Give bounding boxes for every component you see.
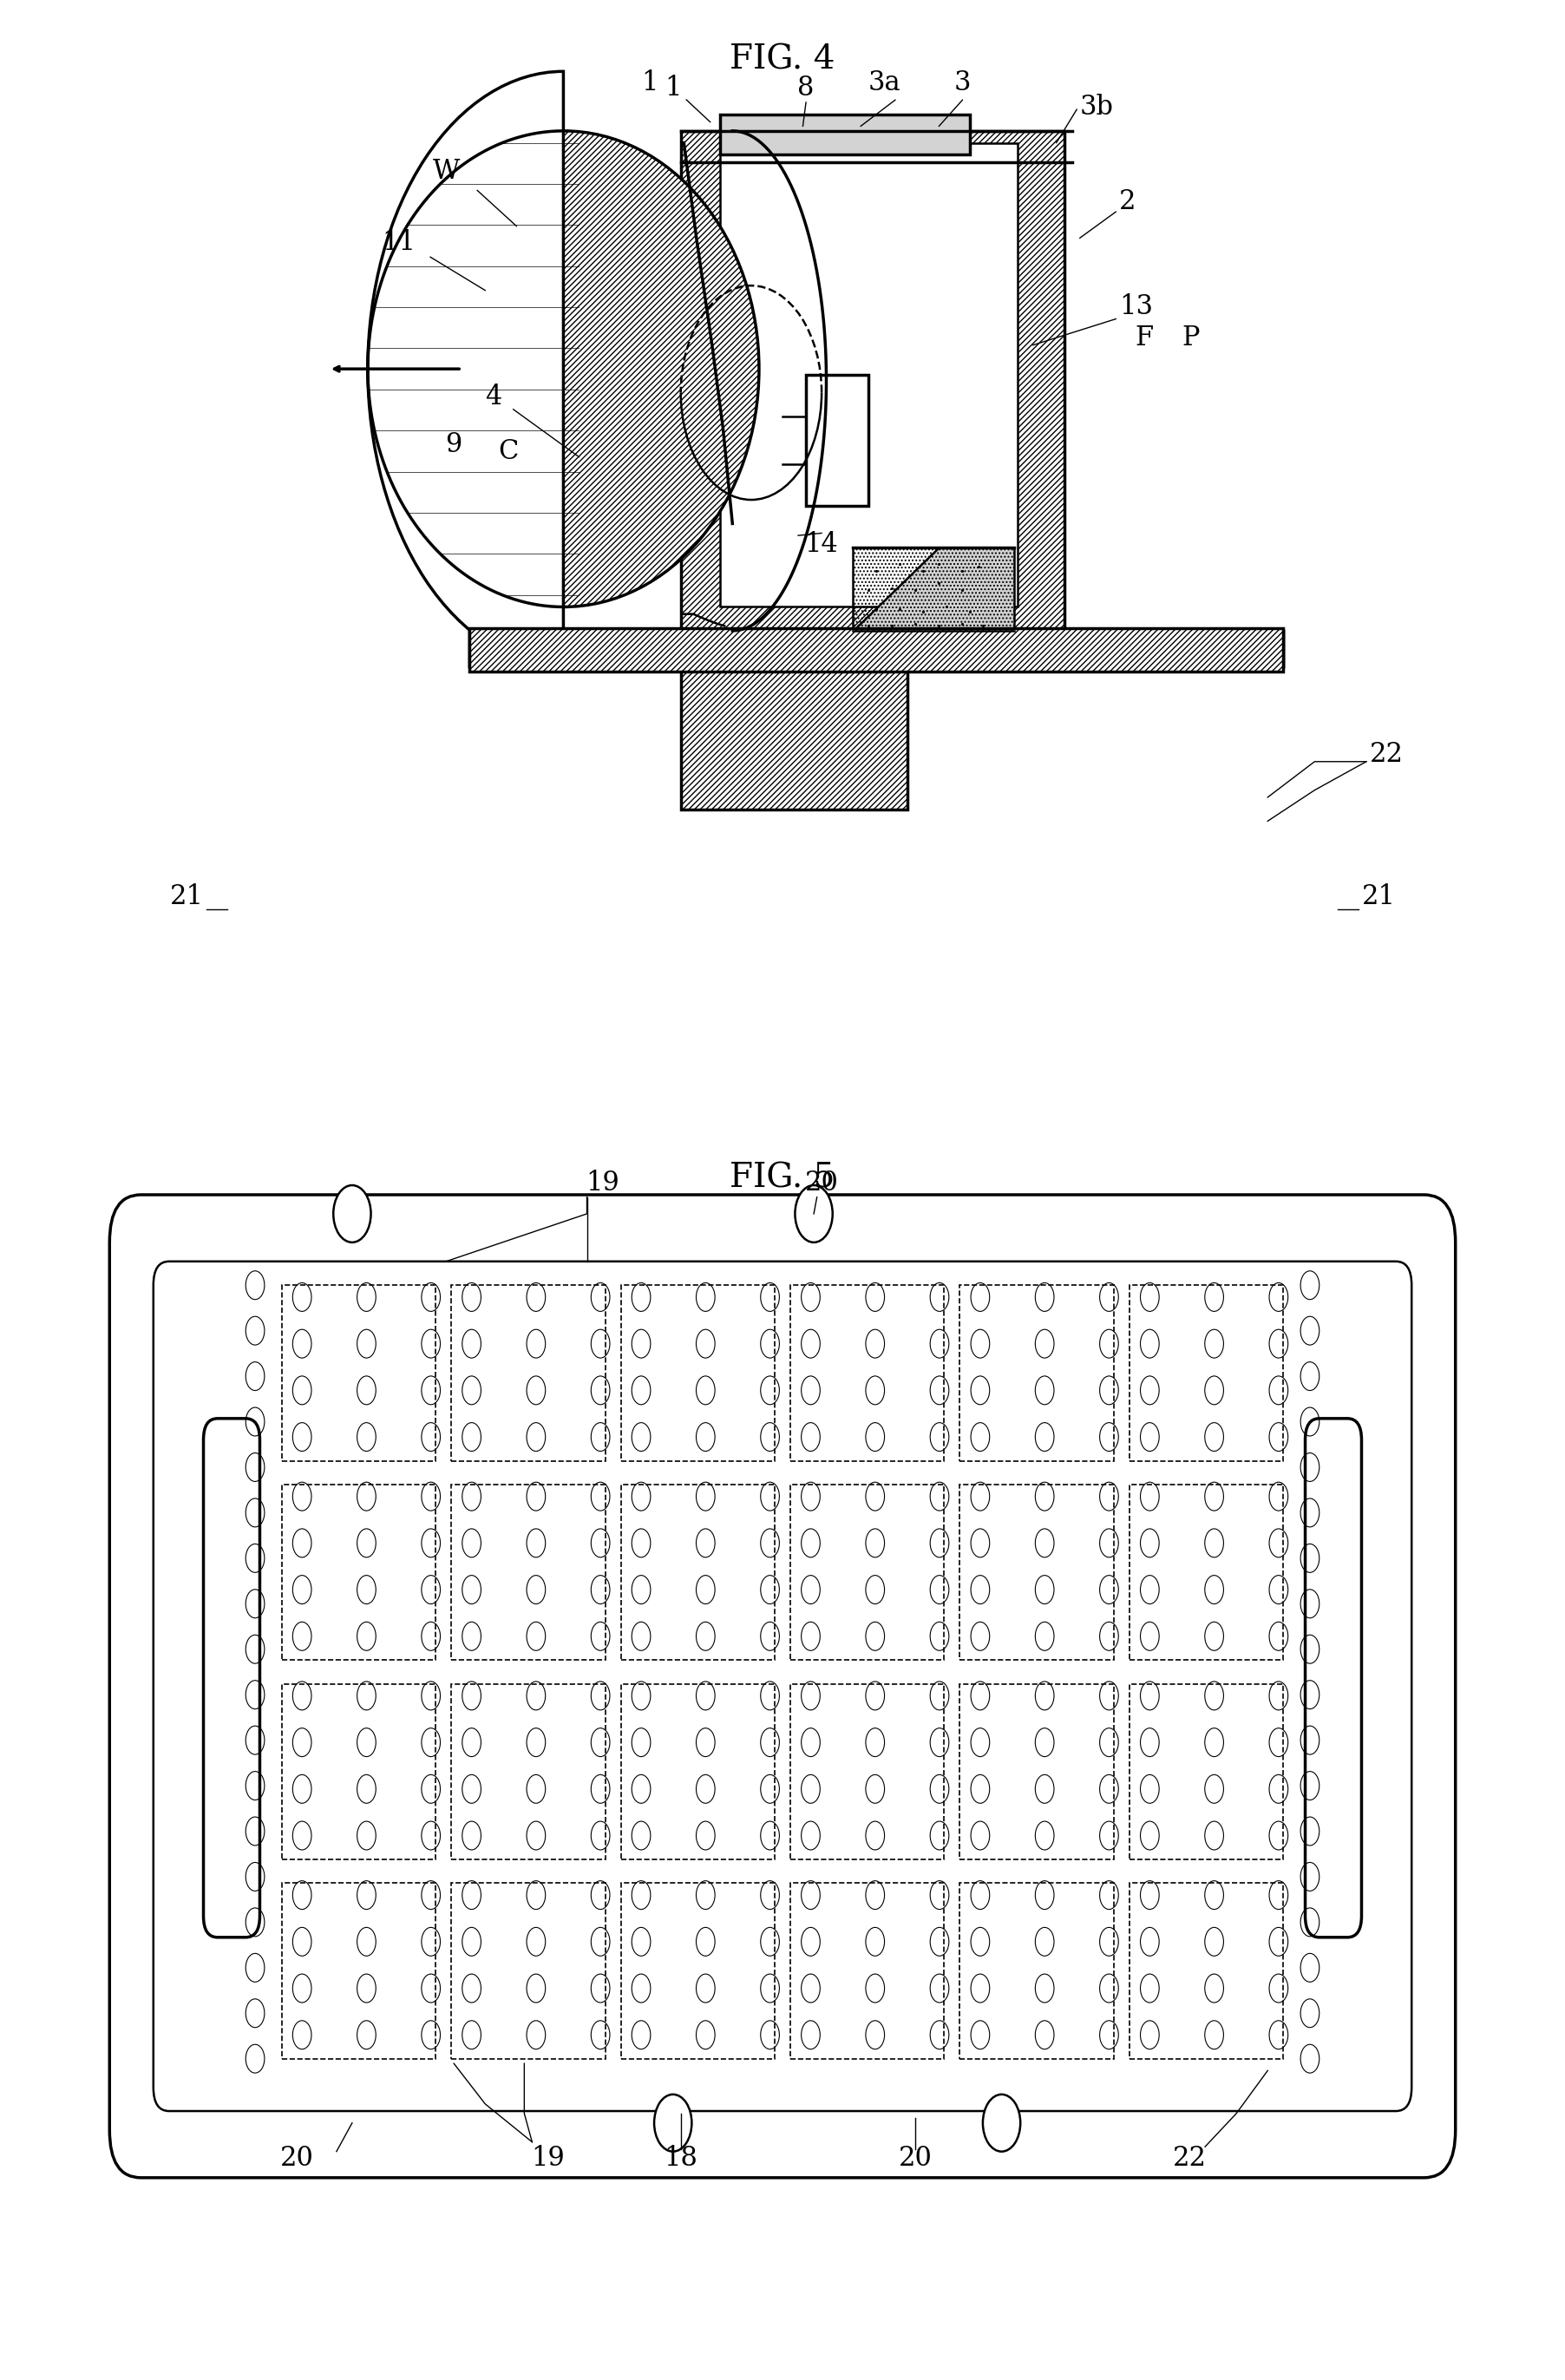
Text: 22: 22 xyxy=(1369,740,1404,769)
Text: 8: 8 xyxy=(798,74,814,102)
Text: 22: 22 xyxy=(1172,2144,1207,2173)
Text: 3: 3 xyxy=(955,69,970,98)
Text: 20: 20 xyxy=(804,1169,839,1197)
FancyBboxPatch shape xyxy=(1305,1418,1362,1937)
Ellipse shape xyxy=(368,131,759,607)
Bar xyxy=(282,1485,435,1661)
Bar xyxy=(1130,1485,1283,1661)
FancyBboxPatch shape xyxy=(203,1418,260,1937)
Bar xyxy=(451,1285,606,1461)
Text: 9: 9 xyxy=(446,431,462,459)
Text: 1: 1 xyxy=(642,69,657,98)
Polygon shape xyxy=(469,631,1283,666)
Bar xyxy=(1130,1685,1283,1859)
Text: 18: 18 xyxy=(664,2144,698,2173)
Text: 20: 20 xyxy=(898,2144,933,2173)
Bar xyxy=(790,1685,944,1859)
Text: 21: 21 xyxy=(1362,883,1396,912)
Circle shape xyxy=(333,1185,371,1242)
Circle shape xyxy=(983,2094,1020,2152)
Text: 20: 20 xyxy=(280,2144,315,2173)
Polygon shape xyxy=(681,631,908,809)
Bar xyxy=(621,1485,775,1661)
Polygon shape xyxy=(720,143,1017,607)
Bar xyxy=(451,1485,606,1661)
Text: 2: 2 xyxy=(1119,188,1136,217)
Text: 14: 14 xyxy=(804,531,839,559)
Bar xyxy=(451,1685,606,1859)
Bar xyxy=(790,1883,944,2059)
Bar xyxy=(451,1883,606,2059)
Text: C: C xyxy=(499,438,518,466)
FancyBboxPatch shape xyxy=(469,631,1283,666)
Bar xyxy=(621,1883,775,2059)
Text: 11: 11 xyxy=(382,228,416,257)
Bar xyxy=(621,1285,775,1461)
Bar xyxy=(1130,1285,1283,1461)
Bar xyxy=(790,1485,944,1661)
Polygon shape xyxy=(720,114,970,155)
Bar xyxy=(959,1285,1114,1461)
Text: 19: 19 xyxy=(531,2144,565,2173)
Text: W: W xyxy=(432,157,460,186)
FancyBboxPatch shape xyxy=(110,1195,1455,2178)
Bar xyxy=(790,1285,944,1461)
Text: 13: 13 xyxy=(1119,293,1153,321)
Text: FIG. 5: FIG. 5 xyxy=(729,1161,836,1195)
Polygon shape xyxy=(681,131,1064,631)
Bar xyxy=(959,1685,1114,1859)
Text: 19: 19 xyxy=(585,1169,620,1197)
Wedge shape xyxy=(368,71,563,666)
Bar xyxy=(959,1883,1114,2059)
Bar xyxy=(282,1685,435,1859)
Circle shape xyxy=(795,1185,833,1242)
Bar xyxy=(959,1485,1114,1661)
Bar xyxy=(282,1883,435,2059)
Polygon shape xyxy=(853,547,1014,631)
Bar xyxy=(621,1685,775,1859)
Text: F: F xyxy=(1135,324,1153,352)
Text: 3b: 3b xyxy=(1080,93,1114,121)
Bar xyxy=(806,376,869,507)
Text: 21: 21 xyxy=(169,883,203,912)
Bar xyxy=(1130,1883,1283,2059)
Circle shape xyxy=(654,2094,692,2152)
Polygon shape xyxy=(469,628,1283,671)
Text: 4: 4 xyxy=(485,383,501,412)
Text: P: P xyxy=(1182,324,1199,352)
Text: FIG. 4: FIG. 4 xyxy=(729,43,836,76)
Text: 3a: 3a xyxy=(869,69,900,98)
Bar xyxy=(282,1285,435,1461)
Text: 1: 1 xyxy=(665,74,711,121)
